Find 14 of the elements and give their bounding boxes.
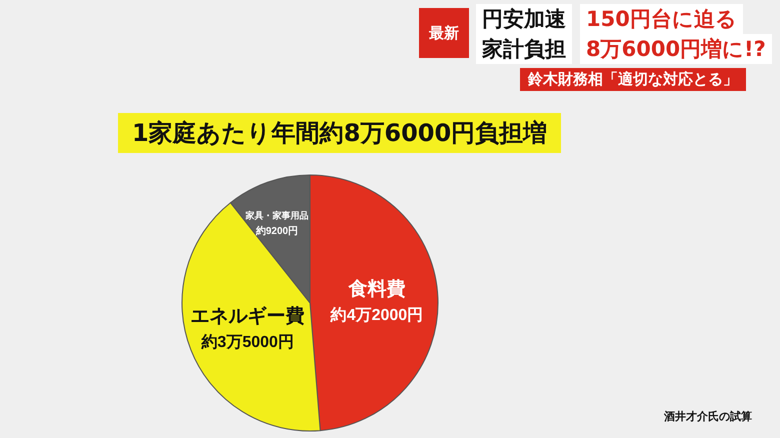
slice-label: 食料費 bbox=[347, 278, 406, 300]
text: 円安加速 bbox=[476, 4, 572, 34]
data-label: 約3万5000円 bbox=[200, 333, 294, 352]
data-label: 約4万2000円 bbox=[330, 306, 424, 324]
text: 酒井才介氏の試算 bbox=[664, 409, 752, 424]
text: 鈴木財務相「適切な対応とる」 bbox=[520, 68, 746, 91]
data-label: 約9200円 bbox=[254, 225, 298, 238]
text: 家計負担 bbox=[476, 34, 572, 64]
slice-label: 家具・家事用品 bbox=[244, 210, 308, 221]
text: 最新 bbox=[419, 8, 469, 58]
slice-label: エネルギー費 bbox=[190, 305, 305, 328]
chart-title: 1家庭あたり年間約8万6000円負担増 bbox=[118, 113, 562, 153]
text: 8万6000円増に!? bbox=[580, 34, 772, 64]
text: 150円台に迫る bbox=[580, 4, 743, 34]
